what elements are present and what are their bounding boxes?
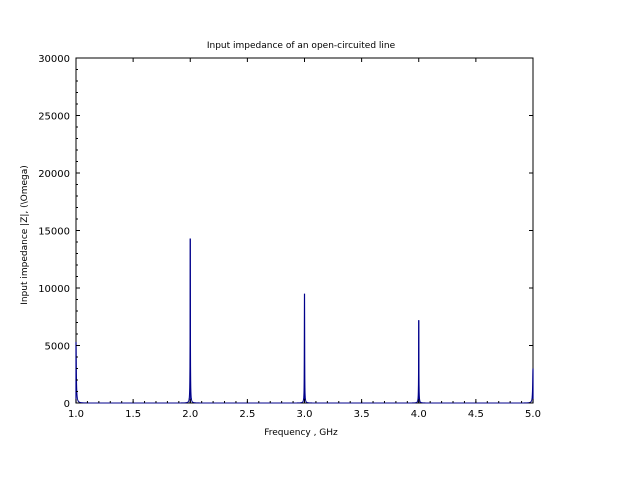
x-tick-label: 3.5: [354, 409, 370, 420]
series-group: [75, 238, 534, 404]
x-tick-label: 4.5: [468, 409, 484, 420]
x-tick-label: 2.0: [182, 409, 198, 420]
y-axis-label: Input impedance |Z|, (\Omega): [20, 165, 30, 305]
x-tick-label: 3.0: [297, 409, 313, 420]
x-axis-ticks: 1.0 1.5 2.0 2.5 3.0 3.5 4.0 4.5 5.0: [68, 58, 541, 420]
y-tick-label: 0: [64, 399, 70, 410]
x-tick-label: 5.0: [525, 409, 541, 420]
x-tick-label: 1.0: [68, 409, 84, 420]
y-tick-label: 20000: [38, 169, 70, 180]
y-tick-label: 5000: [45, 342, 70, 353]
chart-title: Input impedance of an open-circuited lin…: [207, 41, 396, 51]
x-axis-label: Frequency , GHz: [264, 428, 338, 438]
x-tick-label: 4.0: [411, 409, 427, 420]
x-tick-label: 2.5: [239, 409, 255, 420]
y-tick-label: 25000: [38, 112, 70, 123]
y-tick-label: 30000: [38, 54, 70, 65]
y-tick-label: 15000: [38, 227, 70, 238]
y-tick-label: 10000: [38, 284, 70, 295]
y-axis-ticks: 0 5000 10000 15000 20000 25000 30000: [38, 54, 533, 410]
x-tick-label: 1.5: [125, 409, 141, 420]
